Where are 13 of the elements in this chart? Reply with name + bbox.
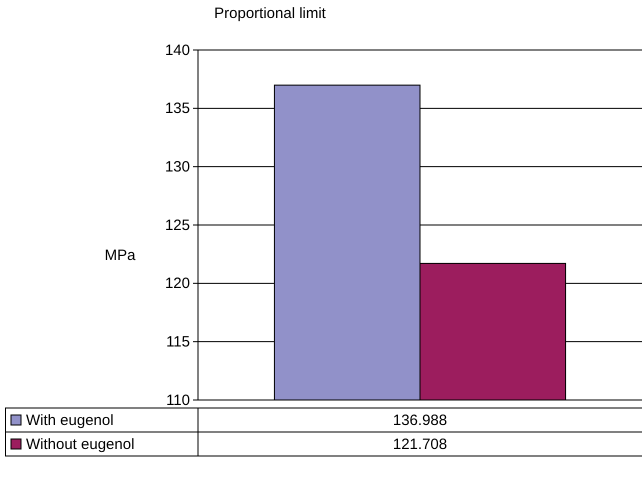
y-tick-label: 110 xyxy=(166,392,190,409)
y-tick-label: 120 xyxy=(164,275,190,292)
y-tick-label: 130 xyxy=(164,158,190,176)
legend-label: Without eugenol xyxy=(26,436,134,453)
chart-title: Proportional limit xyxy=(214,5,327,22)
y-tick-label: 115 xyxy=(166,333,190,350)
legend-label: With eugenol xyxy=(26,412,114,429)
y-tick-label: 125 xyxy=(164,216,190,234)
y-axis-title: MPa xyxy=(104,247,136,264)
data-label: 136.988 xyxy=(392,412,448,429)
data-label: 121.708 xyxy=(392,436,448,453)
y-tick-label: 135 xyxy=(164,100,190,118)
y-tick-label: 140 xyxy=(164,42,190,59)
